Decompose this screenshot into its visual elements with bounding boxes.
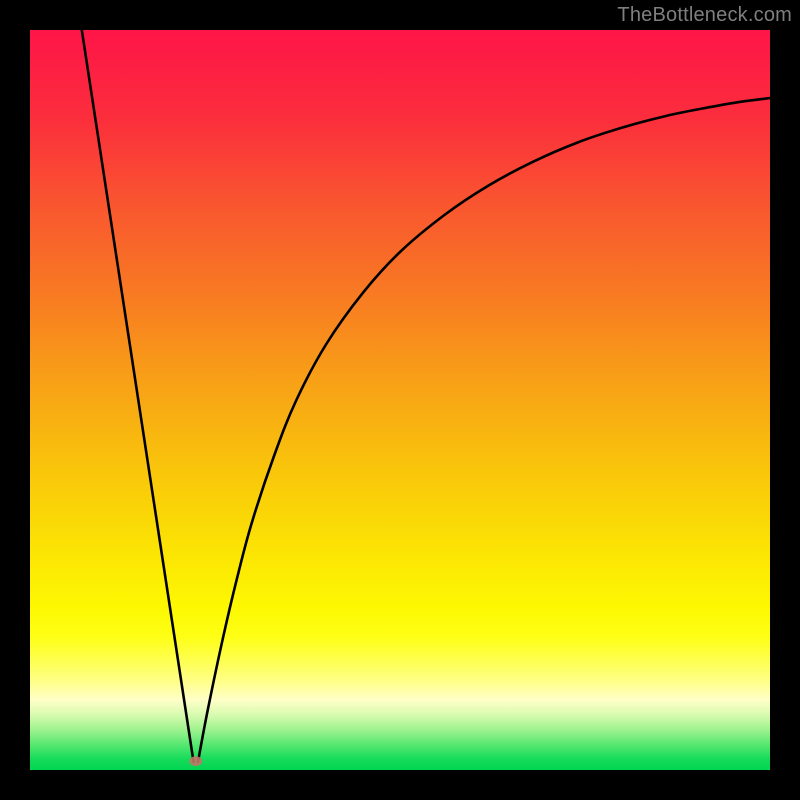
chart-frame: TheBottleneck.com bbox=[0, 0, 800, 800]
gradient-background bbox=[30, 30, 770, 770]
optimum-marker bbox=[189, 756, 202, 766]
watermark-text: TheBottleneck.com bbox=[617, 4, 792, 27]
chart-svg bbox=[30, 30, 770, 770]
plot-area bbox=[30, 30, 770, 770]
